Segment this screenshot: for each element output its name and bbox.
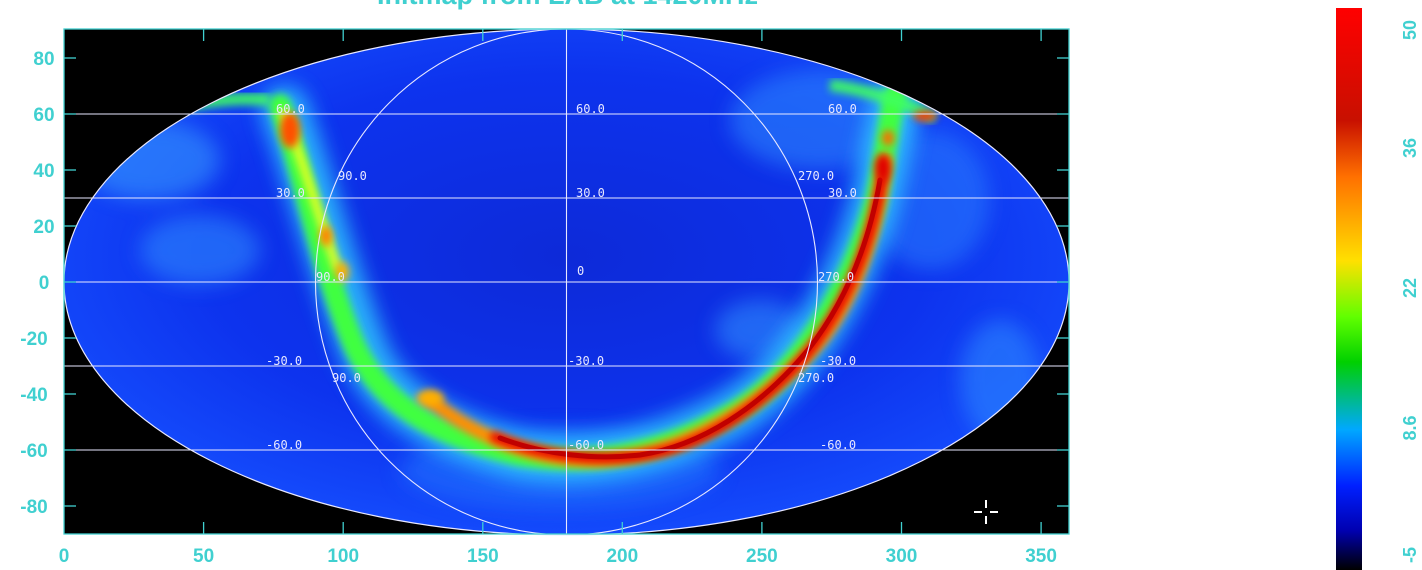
colorbar-tick-label: 22 [1400, 278, 1420, 298]
x-tick-label: 50 [193, 546, 214, 567]
grid-label-lat-60-center: 60.0 [576, 102, 605, 116]
y-tick-label: 0 [39, 273, 50, 294]
plot-frame [63, 28, 1070, 535]
grid-label-lat-m60-left: -60.0 [266, 438, 302, 452]
grid-label-lat-m30-right: -30.0 [820, 354, 856, 368]
grid-label-lat-30-center: 30.0 [576, 186, 605, 200]
grid-label-lat-30-right: 30.0 [828, 186, 857, 200]
colorbar-tick-label: 50 [1400, 20, 1420, 40]
y-tick-label: -20 [20, 329, 47, 350]
y-tick-label: 20 [33, 217, 54, 238]
colorbar-tick-label: -5 [1400, 547, 1420, 563]
colorbar-tick-label: 8.6 [1400, 415, 1420, 440]
grid-label-lat-m30-center: -30.0 [568, 354, 604, 368]
x-tick-label: 150 [467, 546, 499, 567]
x-tick-label: 350 [1025, 546, 1057, 567]
grid-label-lat-60-left: 60.0 [276, 102, 305, 116]
grid-label-lon-270-lower: 270.0 [798, 371, 834, 385]
grid-label-lon-90-equator: 90.0 [316, 270, 345, 284]
y-tick-label: -80 [20, 497, 47, 518]
grid-label-lat-m30-left: -30.0 [266, 354, 302, 368]
grid-label-lon-90-lower: 90.0 [332, 371, 361, 385]
y-tick-label: 80 [33, 49, 54, 70]
grid-label-lon-270-equator: 270.0 [818, 270, 854, 284]
grid-label-lon-90-upper: 90.0 [338, 169, 367, 183]
grid-label-lat-60-right: 60.0 [828, 102, 857, 116]
grid-label-lat-0-center: 0 [577, 264, 584, 278]
grid-label-lon-270-upper: 270.0 [798, 169, 834, 183]
x-tick-label: 300 [886, 546, 918, 567]
y-axis-tick-labels: 80 60 40 20 0 -20 -40 -60 -80 [20, 49, 54, 518]
colorbar-tick-label: 36 [1400, 138, 1420, 158]
crosshair-icon [974, 500, 998, 524]
y-tick-label: -60 [20, 441, 47, 462]
x-axis-tick-labels: 0 50 100 150 200 250 300 350 [59, 546, 1057, 567]
grid-label-lat-m60-right: -60.0 [820, 438, 856, 452]
grid-label-lat-30-left: 30.0 [276, 186, 305, 200]
x-tick-label: 100 [327, 546, 359, 567]
grid-label-lat-m60-center: -60.0 [568, 438, 604, 452]
x-tick-label: 250 [746, 546, 778, 567]
y-tick-label: 40 [33, 161, 54, 182]
colorbar [1336, 8, 1362, 570]
colorbar-tick-labels: 50 36 22 8.6 -5 [1400, 20, 1420, 563]
grid-labels: 60.0 60.0 60.0 90.0 270.0 30.0 30.0 30.0… [266, 102, 857, 452]
y-tick-label: 60 [33, 105, 54, 126]
x-tick-label: 0 [59, 546, 70, 567]
x-tick-label: 200 [606, 546, 638, 567]
map-title: Initmap from LAB at 1420MHz [0, 0, 1135, 11]
coordinate-grid [64, 29, 1069, 535]
y-tick-label: -40 [20, 385, 47, 406]
